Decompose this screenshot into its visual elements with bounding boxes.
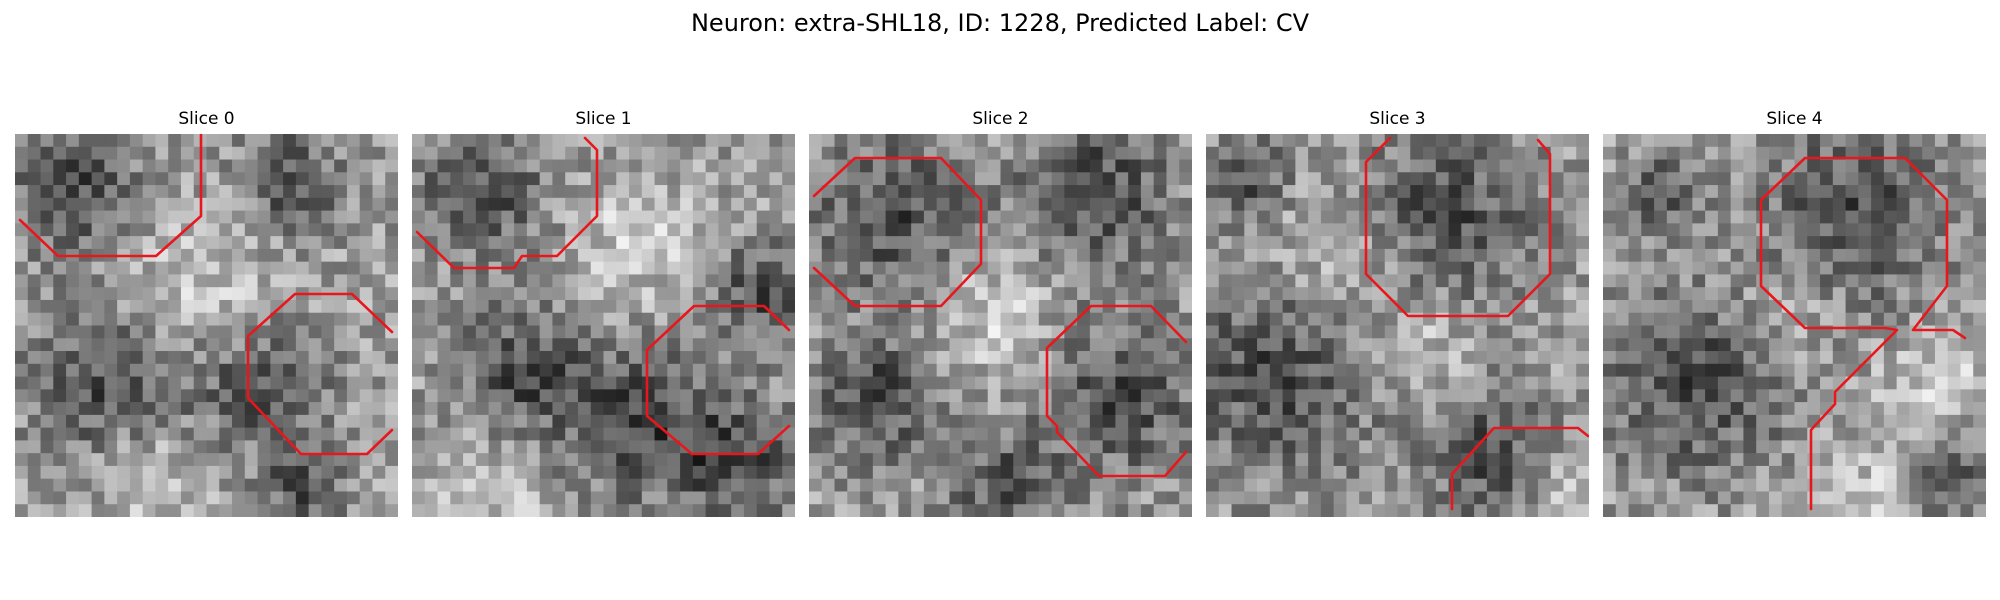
slice-image-4 <box>1603 134 1986 517</box>
slice-panel-2: Slice 2 <box>809 108 1192 517</box>
slice-title-4: Slice 4 <box>1766 109 1823 129</box>
contour-line <box>18 134 203 258</box>
slice-image-2 <box>809 134 1192 517</box>
slice-panel-1: Slice 1 <box>412 108 795 517</box>
contour-line <box>1759 156 1967 511</box>
slice-panel-4: Slice 4 <box>1603 108 1986 517</box>
contour-line <box>1364 136 1552 318</box>
slice-image-0 <box>15 134 398 517</box>
slice-panel-0: Slice 0 <box>15 108 398 517</box>
slice-title-0: Slice 0 <box>178 109 235 129</box>
contour-line <box>415 136 599 270</box>
slice-image-3 <box>1206 134 1589 517</box>
slice-panel-3: Slice 3 <box>1206 108 1589 517</box>
contour-line <box>1045 304 1188 478</box>
contour-line <box>812 156 983 308</box>
slice-title-1: Slice 1 <box>575 109 632 129</box>
slice-title-3: Slice 3 <box>1369 109 1426 129</box>
contour-line <box>645 304 791 456</box>
slice-title-2: Slice 2 <box>972 109 1029 129</box>
contour-line <box>1450 426 1589 511</box>
contour-line <box>246 292 394 456</box>
figure-title: Neuron: extra-SHL18, ID: 1228, Predicted… <box>690 9 1310 37</box>
slice-image-1 <box>412 134 795 517</box>
